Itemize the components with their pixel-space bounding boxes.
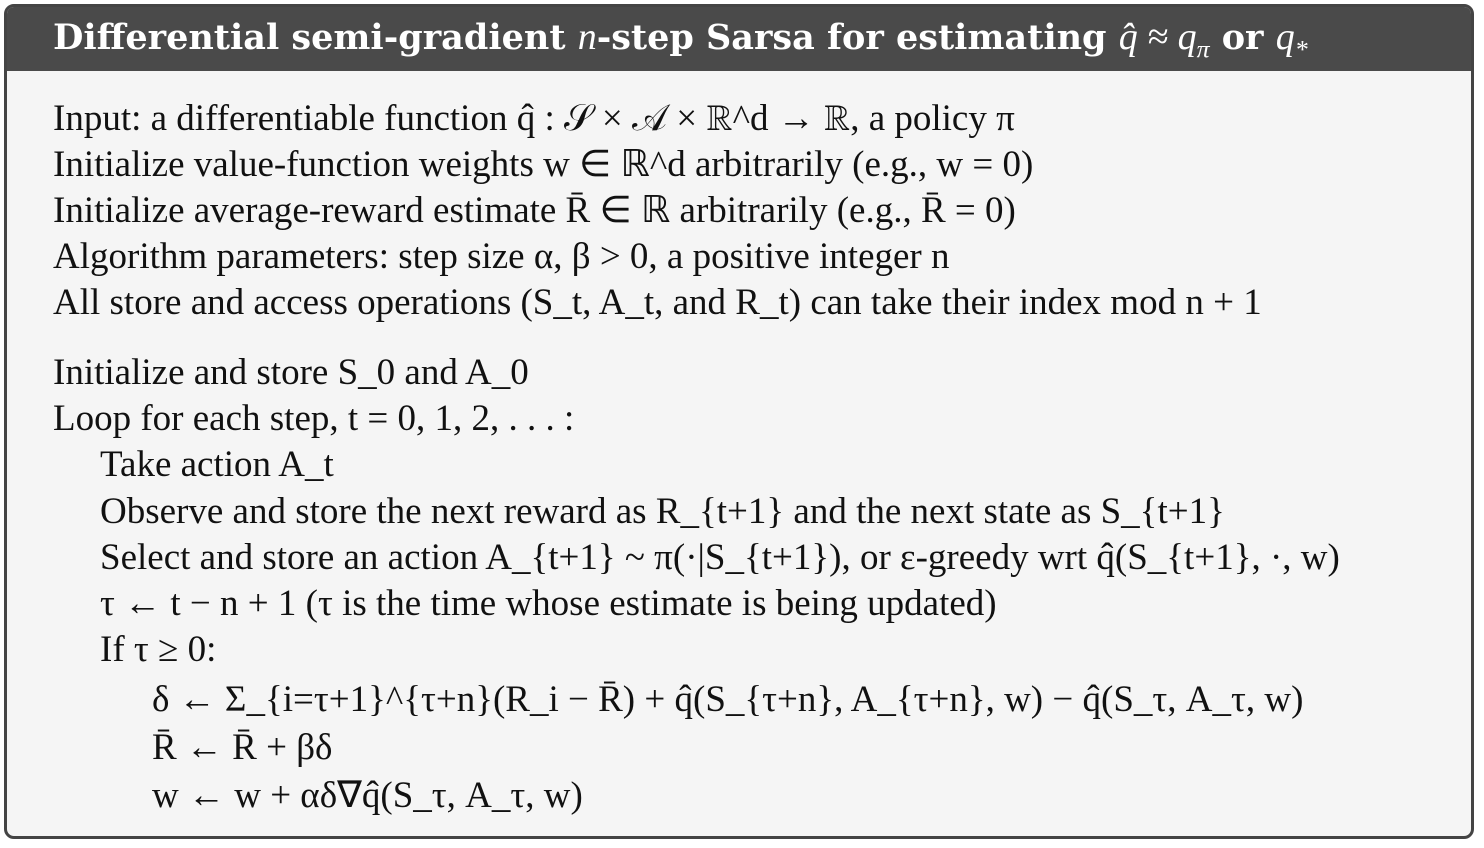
rbar-update-line: R̄ ← R̄ + βδ [152, 727, 333, 768]
algorithm-body: Input: a differentiable function q̂ : 𝒮 … [7, 71, 1471, 836]
delta-update-line: δ ← Σ_{i=τ+1}^{τ+n}(R_i − R̄) + q̂(S_{τ+… [152, 679, 1304, 720]
init-weights-line: Initialize value-function weights w ∈ ℝ^… [53, 144, 1034, 185]
parameters-line: Algorithm parameters: step size α, β > 0… [53, 236, 950, 277]
if-line: If τ ≥ 0: [100, 629, 217, 670]
init-store-line: Initialize and store S_0 and A_0 [53, 352, 529, 393]
weight-update-line: w ← w + αδ∇q̂(S_τ, A_τ, w) [152, 775, 583, 816]
init-avg-reward-line: Initialize average-reward estimate R̄ ∈ … [53, 190, 1016, 231]
algorithm-box: Differential semi-gradient n-step Sarsa … [4, 4, 1474, 839]
select-action-line: Select and store an action A_{t+1} ~ π(·… [100, 537, 1340, 578]
take-action-line: Take action A_t [100, 444, 334, 485]
loop-line: Loop for each step, t = 0, 1, 2, . . . : [53, 398, 575, 439]
store-access-line: All store and access operations (S_t, A_… [53, 282, 1262, 323]
observe-line: Observe and store the next reward as R_{… [100, 491, 1225, 532]
algorithm-title: Differential semi-gradient n-step Sarsa … [7, 7, 1471, 71]
input-line: Input: a differentiable function q̂ : 𝒮 … [53, 98, 1015, 139]
tau-line: τ ← t − n + 1 (τ is the time whose estim… [100, 583, 997, 624]
